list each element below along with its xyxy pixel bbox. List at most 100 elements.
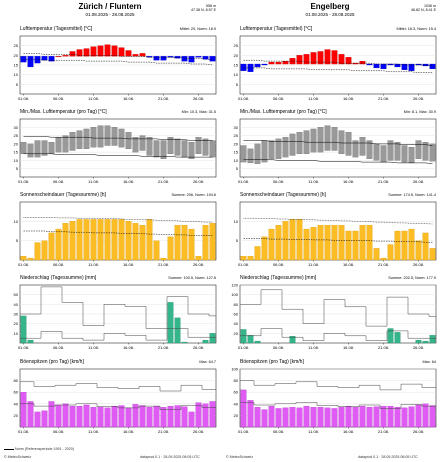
bar: [181, 225, 188, 261]
bar: [48, 401, 55, 428]
bar: [282, 407, 289, 428]
bar: [429, 248, 436, 261]
bar: [90, 46, 97, 57]
bar: [209, 333, 216, 344]
norm-step-line-lower: [20, 328, 216, 341]
y-tick-label: 40: [234, 401, 239, 406]
range-bar: [296, 132, 303, 154]
chart-info: Max: 64.7: [199, 360, 216, 364]
bar: [352, 62, 359, 65]
x-tick-label: 21.08.: [378, 179, 389, 184]
range-bar: [324, 125, 331, 151]
y-tick-label: 40: [234, 321, 239, 326]
bar: [317, 225, 324, 261]
bar: [415, 240, 422, 261]
bar: [146, 407, 153, 428]
bar: [83, 404, 90, 428]
range-bar: [289, 133, 296, 156]
bar: [34, 411, 41, 428]
bar: [139, 53, 146, 57]
bar: [118, 219, 125, 261]
bar: [188, 411, 195, 428]
bar: [41, 410, 48, 428]
x-tick-label: 16.08.: [343, 96, 354, 101]
bar: [359, 225, 366, 261]
y-tick-label: 10: [14, 331, 19, 336]
bar: [303, 228, 310, 261]
x-tick-label: 01.08.: [18, 345, 29, 350]
range-bar: [394, 142, 401, 161]
range-bar: [422, 142, 429, 161]
chart-title: Böenspitzen (pro Tag) [km/h]: [20, 359, 84, 365]
y-tick-label: 20: [14, 321, 19, 326]
bar: [359, 60, 366, 65]
x-tick-label: 26.08.: [413, 345, 424, 350]
chart-4-zurich: Böenspitzen (pro Tag) [km/h] Max: 64.7 20 4…: [14, 359, 217, 434]
y-tick-label: 5: [16, 166, 19, 171]
chart-0-zurich: Lufttemperatur (Tagesmittel) [°C] Mittel:…: [14, 26, 217, 101]
bar: [289, 407, 296, 428]
bar: [41, 56, 48, 61]
x-tick-label: 01.08.: [18, 429, 29, 434]
range-bar: [146, 137, 153, 156]
x-tick-label: 06.08.: [273, 179, 284, 184]
y-tick-label: 40: [14, 302, 19, 307]
range-bar: [352, 140, 359, 158]
y-tick-label: 15: [234, 63, 239, 68]
range-bar: [69, 132, 76, 151]
x-tick-label: 11.08.: [308, 179, 319, 184]
station-header-engelberg: Engelberg 01.08.2025 - 28.08.2025 1036 m…: [220, 2, 440, 17]
bar: [310, 226, 317, 261]
bar: [167, 302, 174, 344]
x-tick-label: 11.08.: [308, 96, 319, 101]
bar: [422, 340, 429, 344]
bar: [34, 56, 41, 64]
bar: [167, 56, 174, 58]
bar: [202, 339, 209, 344]
chart-info: Mittel: 20, Norm: 18.9: [180, 27, 216, 31]
y-tick-label: 15: [14, 63, 19, 68]
y-tick-label: 60: [234, 390, 239, 395]
y-tick-label: 5: [16, 238, 19, 243]
bar: [324, 407, 331, 428]
bar: [387, 405, 394, 428]
range-bar: [268, 140, 275, 159]
y-tick-label: 20: [14, 141, 19, 146]
y-tick-label: 10: [14, 158, 19, 163]
x-tick-label: 26.08.: [193, 96, 204, 101]
bar: [338, 407, 345, 428]
range-bar: [202, 138, 209, 156]
x-tick-label: 16.08.: [123, 429, 134, 434]
bar: [153, 56, 160, 61]
bar: [429, 335, 436, 344]
x-tick-label: 06.08.: [273, 96, 284, 101]
bar: [153, 405, 160, 428]
bar: [111, 219, 118, 261]
x-tick-label: 06.08.: [53, 345, 64, 350]
footer-left-zurich: © MeteoSchweiz: [4, 455, 32, 459]
x-tick-label: 11.08.: [308, 345, 319, 350]
range-bar: [139, 135, 146, 151]
norm-step-line: [240, 380, 436, 391]
bar: [55, 56, 62, 58]
range-bar: [331, 127, 338, 151]
y-tick-label: 100: [231, 292, 238, 297]
y-tick-label: 20: [14, 413, 19, 418]
bar: [422, 403, 429, 428]
bar: [62, 403, 69, 428]
x-tick-label: 21.08.: [378, 429, 389, 434]
x-tick-label: 26.08.: [413, 262, 424, 267]
bar: [324, 49, 331, 65]
x-tick-label: 06.08.: [53, 179, 64, 184]
y-tick-label: 20: [234, 413, 239, 418]
bar: [27, 401, 34, 428]
bar: [181, 56, 188, 62]
bar: [160, 56, 167, 61]
norm-step-line-lower: [240, 402, 436, 409]
bar: [174, 225, 181, 261]
chart-1-engelberg: Min./Max. Lufttemperatur (pro Tag) [°C] M…: [234, 109, 437, 184]
bar: [303, 405, 310, 428]
bar: [338, 225, 345, 261]
bar: [289, 336, 296, 344]
chart-info: Summe: 174.5, Norm: 141.4: [388, 193, 436, 197]
